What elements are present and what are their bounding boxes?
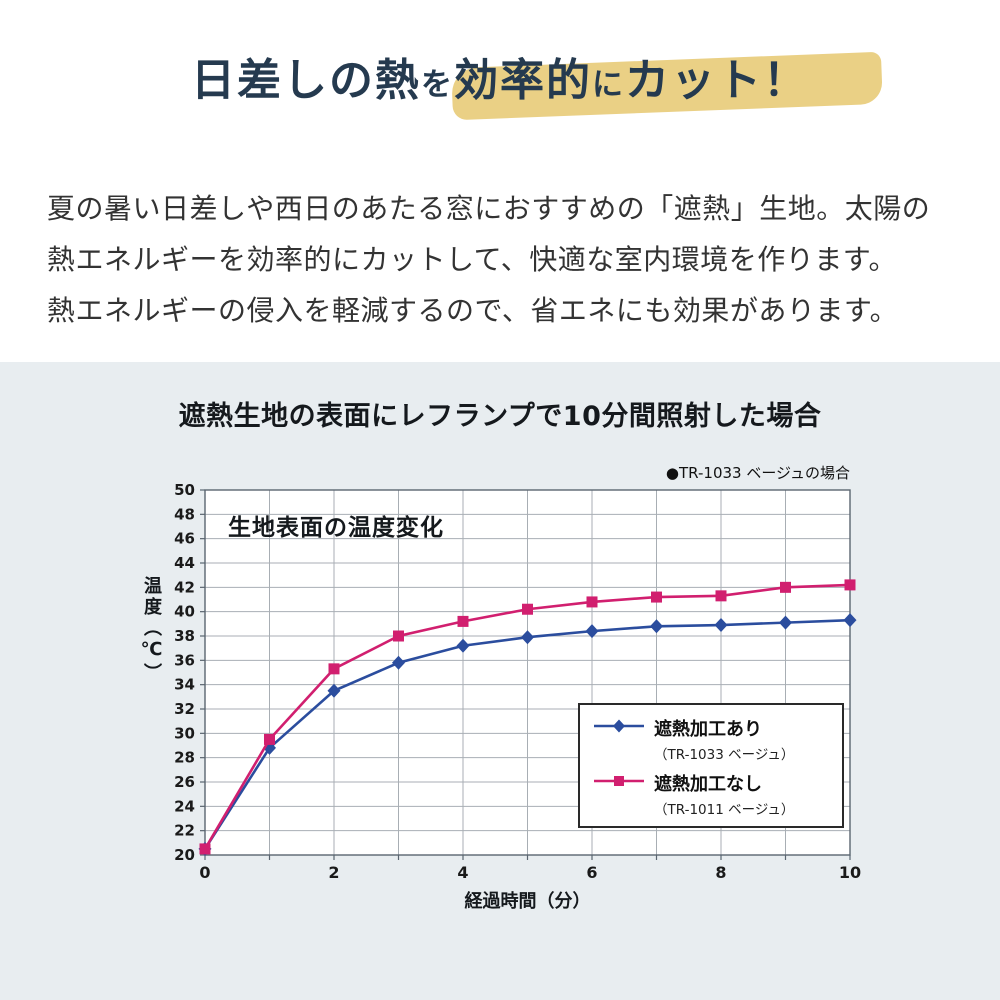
- title-part-small: を: [421, 67, 454, 103]
- legend-item-text: 遮熱加工なし （TR-1011 ベージュ）: [654, 770, 794, 818]
- svg-text:48: 48: [174, 505, 195, 523]
- chart-heading: 遮熱生地の表面にレフランプで10分間照射した場合: [178, 401, 822, 432]
- legend-item-heat-shield-untreated: 遮熱加工なし （TR-1011 ベージュ）: [592, 770, 830, 818]
- title-part-large: 効率的: [454, 55, 592, 106]
- chart-legend: 遮熱加工あり （TR-1033 ベージュ） 遮熱加工なし （TR-1011 ベー…: [578, 703, 844, 828]
- svg-text:28: 28: [174, 749, 195, 767]
- svg-text:44: 44: [174, 554, 195, 572]
- svg-text:32: 32: [174, 700, 195, 718]
- chart-section: 遮熱生地の表面にレフランプで10分間照射した場合 ●TR-1033 ベージュの場…: [0, 362, 1000, 1000]
- svg-text:42: 42: [174, 578, 195, 596]
- svg-text:10: 10: [839, 863, 861, 882]
- description-line: 熱エネルギーの侵入を軽減するので、省エネにも効果があります。: [47, 293, 899, 327]
- description-paragraph: 夏の暑い日差しや西日のあたる窓におすすめの「遮熱」生地。太陽の 熱エネルギーを効…: [47, 184, 977, 337]
- description-line: 夏の暑い日差しや西日のあたる窓におすすめの「遮熱」生地。太陽の: [47, 192, 931, 225]
- chart-condition-note: ●TR-1033 ベージュの場合: [665, 464, 850, 482]
- y-axis-label: 温度（℃）: [141, 576, 162, 684]
- legend-series-name: 遮熱加工あり: [654, 719, 762, 740]
- legend-series-sub: （TR-1011 ベージュ）: [654, 802, 795, 818]
- x-axis-label: 経過時間（分）: [464, 891, 591, 912]
- legend-item-text: 遮熱加工あり （TR-1033 ベージュ）: [654, 715, 794, 763]
- chart-inner-title: 生地表面の温度変化: [228, 515, 444, 541]
- title-part-large: 日差しの熱: [191, 55, 421, 106]
- svg-text:6: 6: [586, 863, 597, 882]
- legend-item-heat-shield-treated: 遮熱加工あり （TR-1033 ベージュ）: [592, 715, 830, 763]
- title-part-small: に: [592, 67, 625, 103]
- svg-text:2: 2: [328, 863, 339, 882]
- svg-text:24: 24: [174, 797, 195, 815]
- svg-text:22: 22: [174, 822, 195, 840]
- legend-series-sub: （TR-1033 ベージュ）: [654, 747, 795, 763]
- svg-text:50: 50: [174, 481, 195, 499]
- legend-series-name: 遮熱加工なし: [654, 774, 762, 795]
- svg-text:38: 38: [174, 627, 195, 645]
- svg-text:36: 36: [174, 651, 195, 669]
- svg-text:4: 4: [457, 863, 468, 882]
- svg-text:26: 26: [174, 773, 195, 791]
- title-part-large: カット！: [625, 55, 809, 106]
- description-line: 熱エネルギーを効率的にカットして、快適な室内環境を作ります。: [47, 242, 897, 276]
- svg-text:8: 8: [715, 863, 726, 882]
- svg-text:0: 0: [199, 863, 210, 882]
- svg-text:20: 20: [174, 846, 195, 864]
- svg-text:34: 34: [174, 676, 195, 694]
- page-title: 日差しの熱を効率的にカット！: [0, 44, 1000, 108]
- hero-header: 日差しの熱を効率的にカット！: [0, 0, 1000, 170]
- svg-text:30: 30: [174, 724, 195, 742]
- legend-marker-diamond-icon: [592, 715, 646, 738]
- legend-marker-square-icon: [592, 770, 646, 793]
- svg-text:46: 46: [174, 530, 195, 548]
- svg-text:40: 40: [174, 603, 195, 621]
